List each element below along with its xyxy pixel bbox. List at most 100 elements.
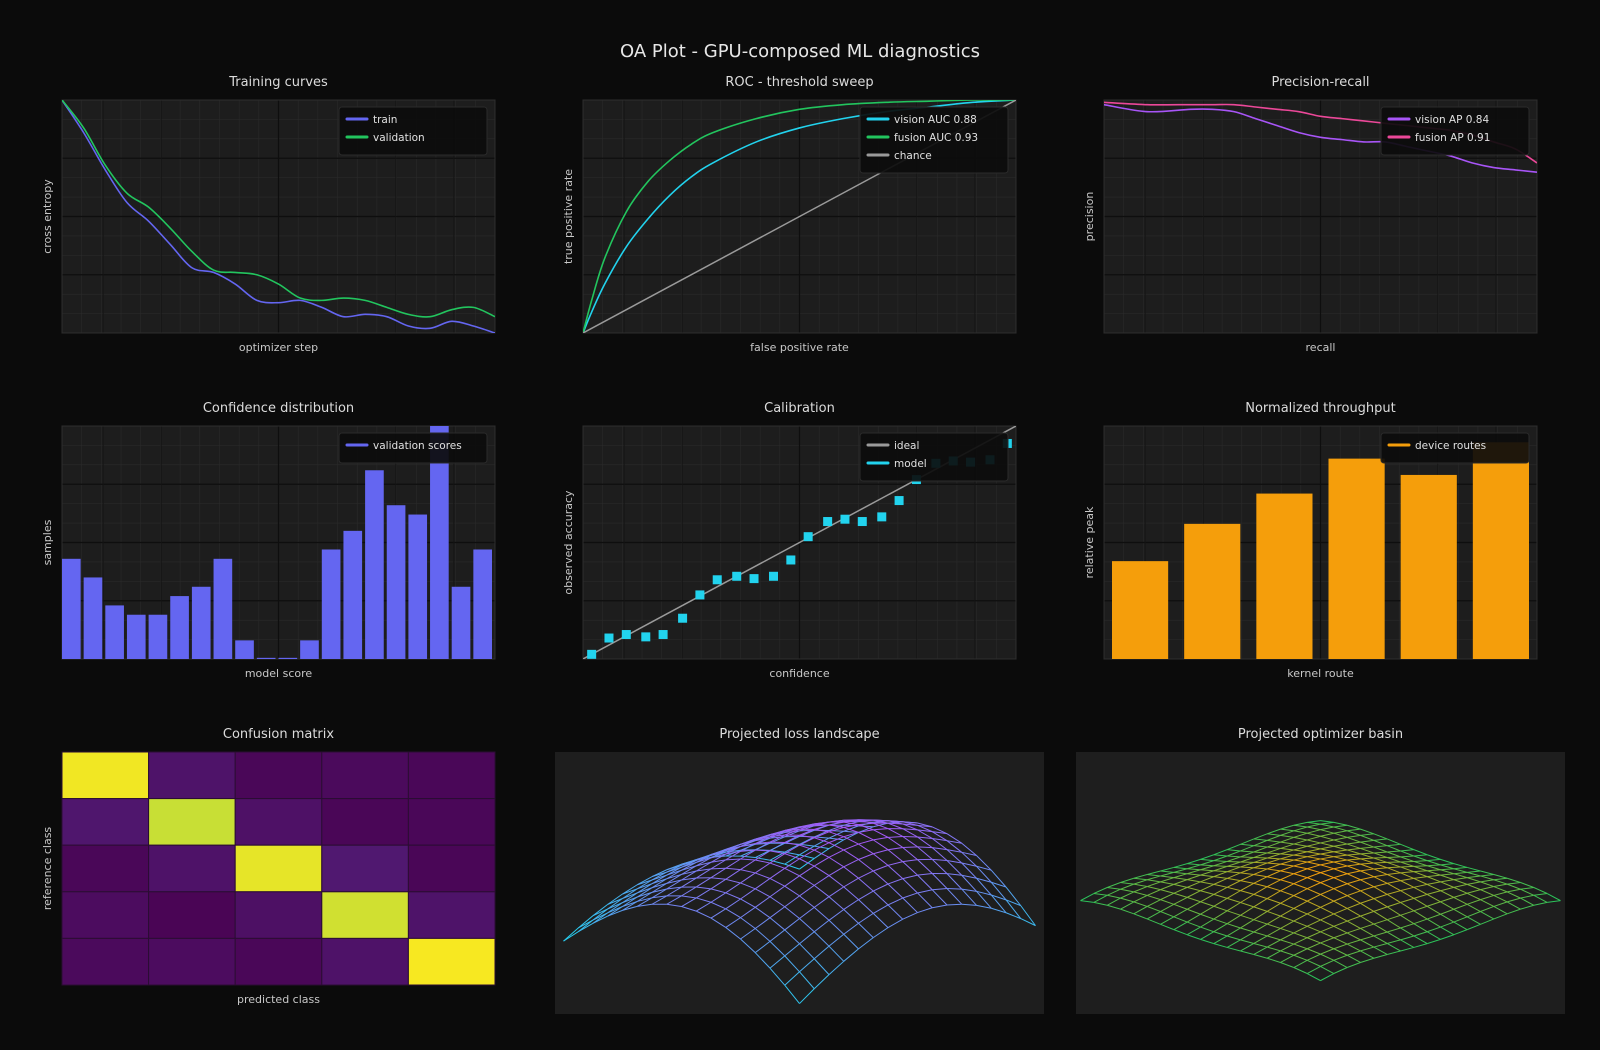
mesh-line bbox=[1240, 838, 1255, 845]
mesh-line bbox=[1426, 905, 1441, 915]
mesh-line bbox=[1427, 858, 1441, 862]
mesh-line bbox=[1466, 903, 1481, 912]
series-line bbox=[62, 100, 495, 333]
mesh-line bbox=[1293, 865, 1308, 870]
legend-entry: fusion AUC 0.93 bbox=[894, 132, 978, 144]
mesh-line bbox=[946, 849, 962, 853]
mesh-line bbox=[858, 825, 874, 828]
mesh-line bbox=[1333, 877, 1348, 885]
mesh-line bbox=[1373, 873, 1388, 878]
mesh-line bbox=[1200, 870, 1214, 876]
mesh-line bbox=[1160, 875, 1174, 879]
mesh-line bbox=[1240, 866, 1254, 869]
mesh-line bbox=[1360, 950, 1375, 959]
mesh-line bbox=[1453, 921, 1468, 931]
mesh-line bbox=[1186, 881, 1201, 888]
mesh-line bbox=[1427, 870, 1441, 876]
mesh-line bbox=[769, 862, 785, 869]
mesh-line bbox=[1373, 935, 1388, 944]
mesh-line bbox=[828, 824, 844, 828]
mesh-line bbox=[784, 906, 800, 919]
mesh-line bbox=[1453, 879, 1468, 885]
bar bbox=[386, 505, 406, 659]
mesh-line bbox=[1373, 893, 1388, 900]
mesh-line bbox=[1020, 905, 1036, 926]
mesh-line bbox=[1413, 877, 1428, 885]
mesh-line bbox=[681, 865, 697, 875]
mesh-line bbox=[799, 865, 815, 877]
mesh-line bbox=[1333, 856, 1348, 861]
scatter-point bbox=[877, 512, 887, 522]
mesh-line bbox=[666, 873, 682, 884]
mesh-line bbox=[1507, 888, 1521, 893]
mesh-line bbox=[873, 883, 889, 892]
mesh-line bbox=[1333, 888, 1348, 897]
mesh-line bbox=[1306, 937, 1321, 944]
mesh-line bbox=[754, 917, 771, 929]
mesh-line bbox=[1440, 858, 1454, 865]
mesh-line bbox=[828, 875, 845, 888]
mesh-line bbox=[1253, 861, 1268, 864]
mesh-line bbox=[681, 859, 697, 865]
mesh-line bbox=[1186, 913, 1201, 923]
mesh-line bbox=[710, 878, 727, 890]
mesh-line bbox=[1293, 932, 1308, 939]
mesh-line bbox=[843, 859, 859, 868]
mesh-line bbox=[1187, 868, 1201, 871]
mesh-line bbox=[769, 850, 785, 855]
mesh-line bbox=[843, 830, 859, 833]
mesh-line bbox=[902, 847, 918, 861]
mesh-line bbox=[1267, 876, 1281, 881]
mesh-line bbox=[1387, 866, 1401, 869]
mesh-line bbox=[681, 895, 697, 899]
mesh-line bbox=[769, 834, 785, 838]
mesh-line bbox=[1107, 894, 1121, 899]
mesh-line bbox=[725, 846, 741, 852]
bar bbox=[170, 596, 189, 659]
mesh-line bbox=[1307, 845, 1321, 850]
mesh-line bbox=[813, 945, 830, 960]
mesh-line bbox=[1253, 867, 1268, 870]
mesh-line bbox=[1186, 921, 1201, 928]
mesh-line bbox=[769, 929, 786, 942]
mesh-line bbox=[1467, 866, 1481, 872]
mesh-line bbox=[1293, 859, 1308, 863]
mesh-line bbox=[607, 898, 623, 905]
legend-box bbox=[338, 432, 488, 464]
legend-entry: train bbox=[373, 114, 397, 126]
bar bbox=[278, 657, 298, 659]
bar bbox=[62, 558, 81, 659]
mesh-line bbox=[1200, 931, 1215, 940]
mesh-line bbox=[1427, 938, 1441, 945]
mesh-line bbox=[740, 840, 756, 847]
mesh-line bbox=[1213, 918, 1228, 925]
mesh-line bbox=[1253, 852, 1268, 858]
mesh-line bbox=[1293, 824, 1308, 828]
mesh-line bbox=[1253, 851, 1268, 854]
mesh-line bbox=[1240, 890, 1254, 895]
legend-entry: fusion AP 0.91 bbox=[1415, 132, 1490, 144]
mesh-line bbox=[946, 833, 963, 844]
mesh-line bbox=[1146, 899, 1161, 907]
mesh-line bbox=[1280, 853, 1294, 856]
mesh-line bbox=[1280, 895, 1295, 904]
mesh-line bbox=[887, 836, 904, 848]
chart-title: Confusion matrix bbox=[223, 727, 334, 742]
mesh-line bbox=[1187, 864, 1201, 870]
mesh-line bbox=[799, 845, 815, 856]
mesh-line bbox=[902, 892, 918, 899]
mesh-line bbox=[1320, 913, 1335, 921]
mesh-line bbox=[710, 859, 726, 863]
bar bbox=[321, 549, 341, 659]
mesh-line bbox=[1413, 897, 1428, 907]
mesh-line bbox=[1213, 871, 1228, 878]
mesh-line bbox=[1133, 901, 1148, 907]
mesh-line bbox=[666, 879, 682, 884]
mesh-line bbox=[1240, 927, 1254, 933]
mesh-line bbox=[1200, 860, 1214, 866]
mesh-line bbox=[651, 895, 667, 899]
mesh-line bbox=[1400, 872, 1415, 879]
mesh-line bbox=[1120, 881, 1134, 885]
mesh-line bbox=[858, 831, 874, 841]
mesh-line bbox=[1307, 826, 1321, 831]
